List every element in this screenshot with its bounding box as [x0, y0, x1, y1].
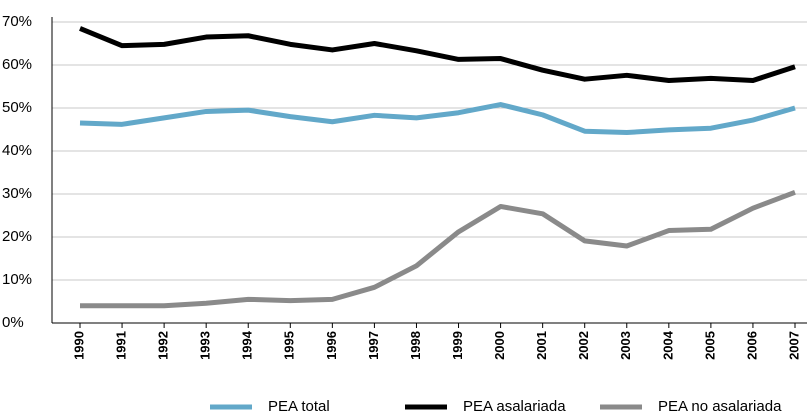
legend-label: PEA asalariada — [463, 398, 566, 415]
x-tick-label: 2002 — [576, 331, 591, 360]
x-tick-label: 2005 — [702, 331, 717, 360]
x-tick-label: 2000 — [492, 331, 507, 360]
x-tick-label: 2007 — [786, 331, 801, 360]
line-series — [79, 26, 796, 83]
x-tick-label: 1997 — [366, 331, 381, 360]
x-tick-label: 1991 — [113, 331, 128, 360]
x-tick-label: 1993 — [198, 331, 213, 360]
y-tick-label: 70% — [2, 13, 32, 30]
y-tick-label: 10% — [2, 271, 32, 288]
x-tick-label: 2001 — [534, 331, 549, 360]
legend-label: PEA no asalariada — [658, 398, 782, 415]
y-tick-label: 30% — [2, 185, 32, 202]
y-tick-label: 40% — [2, 142, 32, 159]
x-tick-label: 2006 — [744, 331, 759, 360]
x-tick-label: 1994 — [240, 330, 255, 360]
line-series — [80, 189, 796, 309]
x-tick-label: 1996 — [324, 331, 339, 360]
line-series — [79, 102, 796, 136]
x-tick-label: 1990 — [71, 331, 86, 360]
y-tick-label: 60% — [2, 56, 32, 73]
y-tick-label: 0% — [2, 314, 24, 331]
x-tick-label: 1992 — [156, 331, 171, 360]
x-tick-label: 1999 — [450, 331, 465, 360]
x-tick-label: 2004 — [660, 330, 675, 360]
y-tick-label: 20% — [2, 228, 32, 245]
legend-label: PEA total — [268, 398, 330, 415]
y-tick-label: 50% — [2, 99, 32, 116]
x-tick-label: 1998 — [408, 331, 423, 360]
x-tick-label: 2003 — [618, 331, 633, 360]
x-tick-label: 1995 — [282, 331, 297, 360]
